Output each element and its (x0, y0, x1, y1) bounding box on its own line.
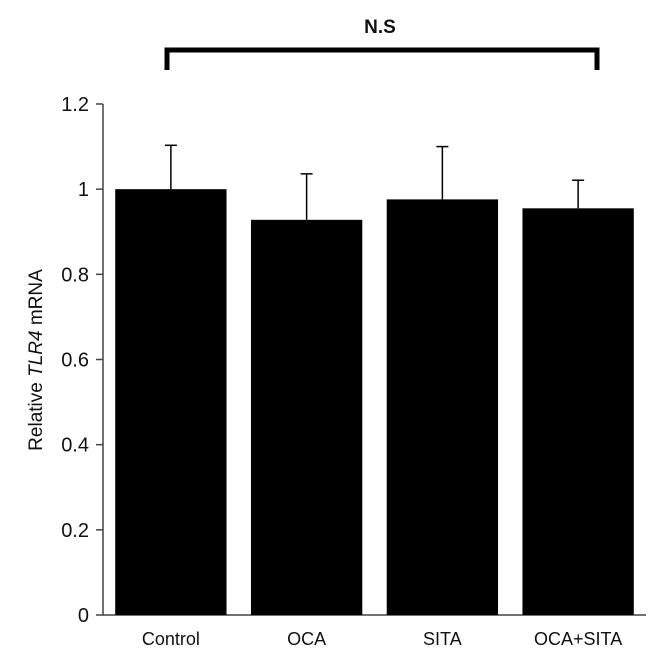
y-tick-label: 0 (78, 605, 89, 627)
significance-label: N.S (364, 17, 396, 38)
bar (250, 219, 363, 615)
x-tick-labels: Control OCA SITA OCA+SITA (142, 629, 622, 649)
y-tick-label: 0.8 (61, 264, 89, 286)
x-tick-label: SITA (423, 629, 462, 649)
x-tick-label: Control (142, 629, 200, 649)
y-tick-label: 0.2 (61, 520, 89, 542)
y-tick-label: 1 (78, 179, 89, 201)
bar (522, 208, 634, 615)
significance-bracket (164, 47, 600, 70)
x-tick-label: OCA (287, 629, 326, 649)
bar (115, 189, 227, 615)
y-tick-label: 0.4 (61, 435, 89, 457)
bars (115, 189, 634, 616)
x-tick-label: OCA+SITA (534, 629, 622, 649)
error-bars (164, 144, 585, 220)
y-tick-label: 1.2 (61, 94, 89, 116)
y-ticks: 0 0.2 0.4 0.6 0.8 1 1.2 (61, 94, 103, 627)
y-axis-label-part: mRNA (26, 269, 47, 331)
y-tick-label: 0.6 (61, 350, 89, 372)
y-axis-label: Relative TLR4 mRNA (26, 269, 47, 451)
y-axis-label-gene: TLR4 (26, 330, 47, 376)
bar (386, 199, 499, 616)
y-axis-label-part: Relative (26, 377, 47, 451)
